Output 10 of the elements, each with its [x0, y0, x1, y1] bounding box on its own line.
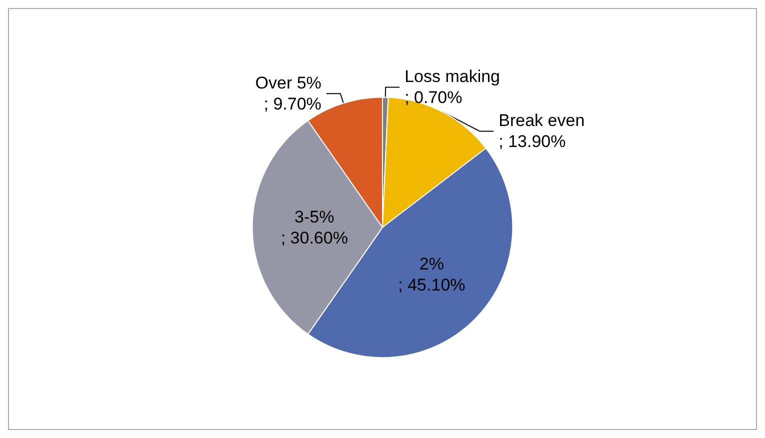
- slice-label: Over 5%: [255, 74, 322, 93]
- data-label: ; 0.70%: [404, 88, 462, 108]
- slice-label: Break even: [498, 111, 585, 130]
- slice-label: Loss making: [404, 67, 500, 86]
- data-label: ; 13.90%: [498, 132, 566, 152]
- data-label: ; 9.70%: [264, 94, 322, 114]
- data-label: ; 45.10%: [398, 275, 466, 294]
- slice-label: 3-5%: [294, 207, 334, 226]
- slice-label: 2%: [419, 254, 444, 274]
- data-label: ; 30.60%: [280, 228, 348, 248]
